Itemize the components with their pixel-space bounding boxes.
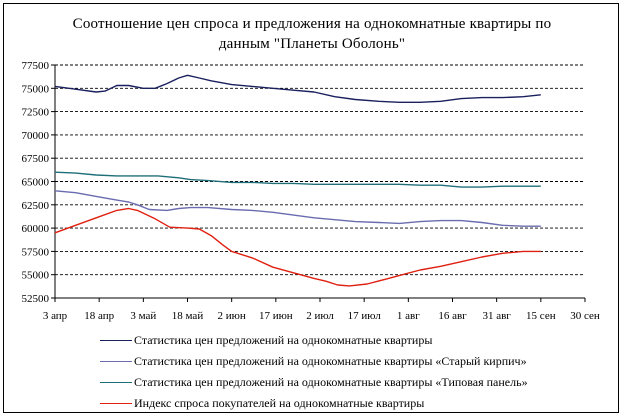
x-tick-label: 17 июн xyxy=(259,310,293,322)
x-tick-label: 3 май xyxy=(130,310,156,322)
legend-swatch xyxy=(100,382,132,383)
legend-swatch xyxy=(100,340,132,341)
legend-swatch xyxy=(100,403,132,404)
y-tick-label: 72500 xyxy=(22,107,50,119)
x-tick-label: 16 авг xyxy=(438,310,467,322)
x-tick-label: 17 июл xyxy=(348,310,382,322)
y-tick-label: 55000 xyxy=(22,270,50,282)
chart-title-line-2: данным "Планеты Оболонь" xyxy=(218,36,406,52)
chart-title-line-1: Соотношение цен спроса и предложения на … xyxy=(72,16,552,32)
x-tick-label: 15 сен xyxy=(526,310,556,322)
legend-label: Статистика цен предложений на однокомнат… xyxy=(134,333,433,347)
legend-swatch xyxy=(100,361,132,362)
y-tick-label: 65000 xyxy=(22,177,50,189)
y-tick-label: 77500 xyxy=(22,60,50,72)
legend-item: Статистика цен предложений на однокомнат… xyxy=(100,351,600,372)
series-line-1 xyxy=(54,74,541,104)
legend-item: Статистика цен предложений на однокомнат… xyxy=(100,372,600,393)
y-tick-label: 52500 xyxy=(22,293,50,305)
legend-label: Индекс спроса покупателей на однокомнатн… xyxy=(134,396,425,410)
y-tick-label: 75000 xyxy=(22,83,50,95)
y-tick-label: 62500 xyxy=(22,200,50,212)
chart-title: Соотношение цен спроса и предложения на … xyxy=(0,14,624,54)
y-tick-label: 60000 xyxy=(22,223,50,235)
y-tick-label: 57500 xyxy=(22,246,50,258)
y-tick-label: 67500 xyxy=(22,153,50,165)
legend-item: Индекс спроса покупателей на однокомнатн… xyxy=(100,393,600,414)
x-tick-label: 3 апр xyxy=(43,310,68,322)
legend-item: Статистика цен предложений на однокомнат… xyxy=(100,330,600,351)
x-tick-label: 1 авг xyxy=(397,310,420,322)
legend-label: Статистика цен предложений на однокомнат… xyxy=(134,375,528,389)
x-tick-label: 31 авг xyxy=(482,310,511,322)
chart-legend: Статистика цен предложений на однокомнат… xyxy=(100,330,600,414)
legend-label: Статистика цен предложений на однокомнат… xyxy=(134,354,527,368)
x-tick-label: 30 сен xyxy=(570,310,600,322)
series-line-3 xyxy=(54,171,541,188)
x-tick-label: 2 июн xyxy=(218,310,246,322)
x-tick-label: 18 апр xyxy=(84,310,114,322)
series-line-4 xyxy=(54,207,541,287)
x-tick-label: 2 июл xyxy=(306,310,334,322)
x-tick-label: 18 май xyxy=(172,310,204,322)
y-tick-label: 70000 xyxy=(22,130,50,142)
series-line-2 xyxy=(54,190,541,227)
